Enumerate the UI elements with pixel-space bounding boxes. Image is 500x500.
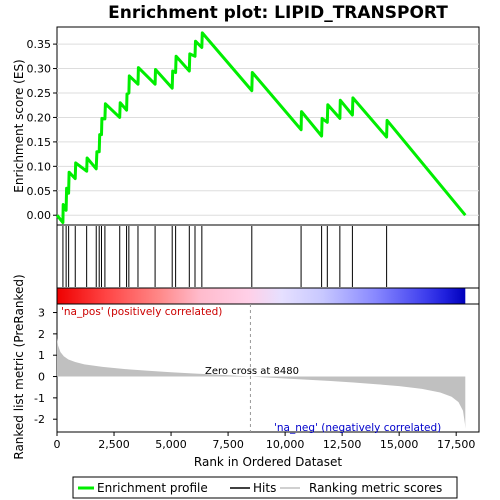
es-y-tick-label: 0.30	[27, 63, 52, 76]
es-y-tick-label: 0.05	[27, 185, 52, 198]
metric-x-axis-label: Rank in Ordered Dataset	[194, 455, 342, 469]
metric-x-axis: 0 2,500 5,000 7,500 10,000 12,500 15,000 17,500	[54, 432, 476, 451]
legend-hits-label: Hits	[253, 481, 276, 495]
metric-x-tick-label: 0	[54, 438, 61, 451]
metric-y-axis-label: Ranked list metric (PreRanked)	[12, 274, 26, 459]
es-profile-series	[55, 31, 467, 225]
es-y-tick-label: 0.00	[27, 209, 52, 222]
metric-x-tick-label: 15,000	[380, 438, 419, 451]
legend: Enrichment profile Hits Ranking metric s…	[72, 476, 458, 499]
hit-markers	[62, 226, 388, 287]
rank-color-bar	[56, 287, 480, 305]
rank-gradient-bar	[57, 288, 466, 304]
metric-y-tick-label: 3	[38, 307, 45, 320]
metric-x-tick-label: 2,500	[98, 438, 130, 451]
metric-x-tick-label: 17,500	[437, 438, 476, 451]
es-panel-frame	[56, 26, 480, 226]
es-y-axis: 0.00 0.05 0.10 0.15 0.20 0.25 0.30 0.35	[27, 38, 57, 222]
metric-panel: -2 -1 0 1 2 3 0 2,500 5,000 7,500 10,000 12,500 15,…	[12, 274, 480, 469]
legend-frame	[72, 476, 458, 499]
metric-panel-frame	[56, 303, 480, 433]
legend-enrichment-label: Enrichment profile	[97, 481, 208, 495]
metric-x-tick-label: 10,000	[266, 438, 305, 451]
es-y-tick-label: 0.10	[27, 160, 52, 173]
metric-y-axis: -2 -1 0 1 2 3	[34, 307, 57, 426]
metric-x-tick-label: 7,500	[212, 438, 244, 451]
metric-y-tick-label: 1	[38, 349, 45, 362]
chart-title: Enrichment plot: LIPID_TRANSPORT	[108, 3, 448, 23]
legend-metric-label: Ranking metric scores	[309, 481, 442, 495]
pos-correlated-label: 'na_pos' (positively correlated)	[61, 306, 222, 318]
es-y-axis-label: Enrichment score (ES)	[12, 59, 26, 192]
metric-x-tick-label: 12,500	[323, 438, 362, 451]
metric-y-tick-label: 0	[38, 371, 45, 384]
es-panel: 0.00 0.05 0.10 0.15 0.20 0.25 0.30 0.35 Enrichm…	[12, 26, 480, 226]
es-profile-line	[55, 31, 467, 225]
es-y-tick-label: 0.35	[27, 38, 52, 51]
metric-x-tick-label: 5,000	[155, 438, 187, 451]
metric-y-tick-label: -2	[34, 413, 45, 426]
zero-cross-label: Zero cross at 8480	[205, 366, 299, 377]
metric-y-tick-label: -1	[34, 392, 45, 405]
hits-panel-frame	[56, 224, 480, 289]
ranking-metric-area	[57, 338, 466, 429]
neg-correlated-label: 'na_neg' (negatively correlated)	[274, 422, 441, 434]
metric-y-tick-label: 2	[38, 328, 45, 341]
es-y-tick-label: 0.15	[27, 136, 52, 149]
es-y-tick-label: 0.20	[27, 111, 52, 124]
es-y-tick-label: 0.25	[27, 87, 52, 100]
hits-panel	[56, 224, 480, 289]
